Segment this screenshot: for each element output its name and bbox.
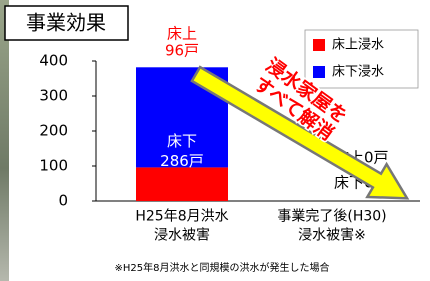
footnote: ※H25年8月洪水と同規模の洪水が発生した場合 <box>115 261 330 274</box>
y-tick-label: 0 <box>58 192 68 210</box>
photo-strip <box>0 0 9 281</box>
legend-label: 床下浸水 <box>332 65 384 80</box>
chart: 事業効果 ※H25年8月洪水と同規模の洪水が発生した場合 0 100 200 300 4… <box>0 0 430 281</box>
y-tick-label: 300 <box>39 87 68 105</box>
legend-label: 床上浸水 <box>332 38 384 53</box>
chart-title: 事業効果 <box>26 11 106 35</box>
y-tick-label: 200 <box>39 122 68 140</box>
bar-segment <box>136 167 228 201</box>
legend-swatch <box>313 39 325 51</box>
y-tick-label: 400 <box>39 52 68 70</box>
y-tick-label: 100 <box>39 157 68 175</box>
x-tick-label: H25年8月洪水浸水被害 <box>135 209 228 244</box>
legend-swatch <box>313 66 325 78</box>
x-tick-label: 事業完了後(H30)浸水被害※ <box>277 209 386 244</box>
